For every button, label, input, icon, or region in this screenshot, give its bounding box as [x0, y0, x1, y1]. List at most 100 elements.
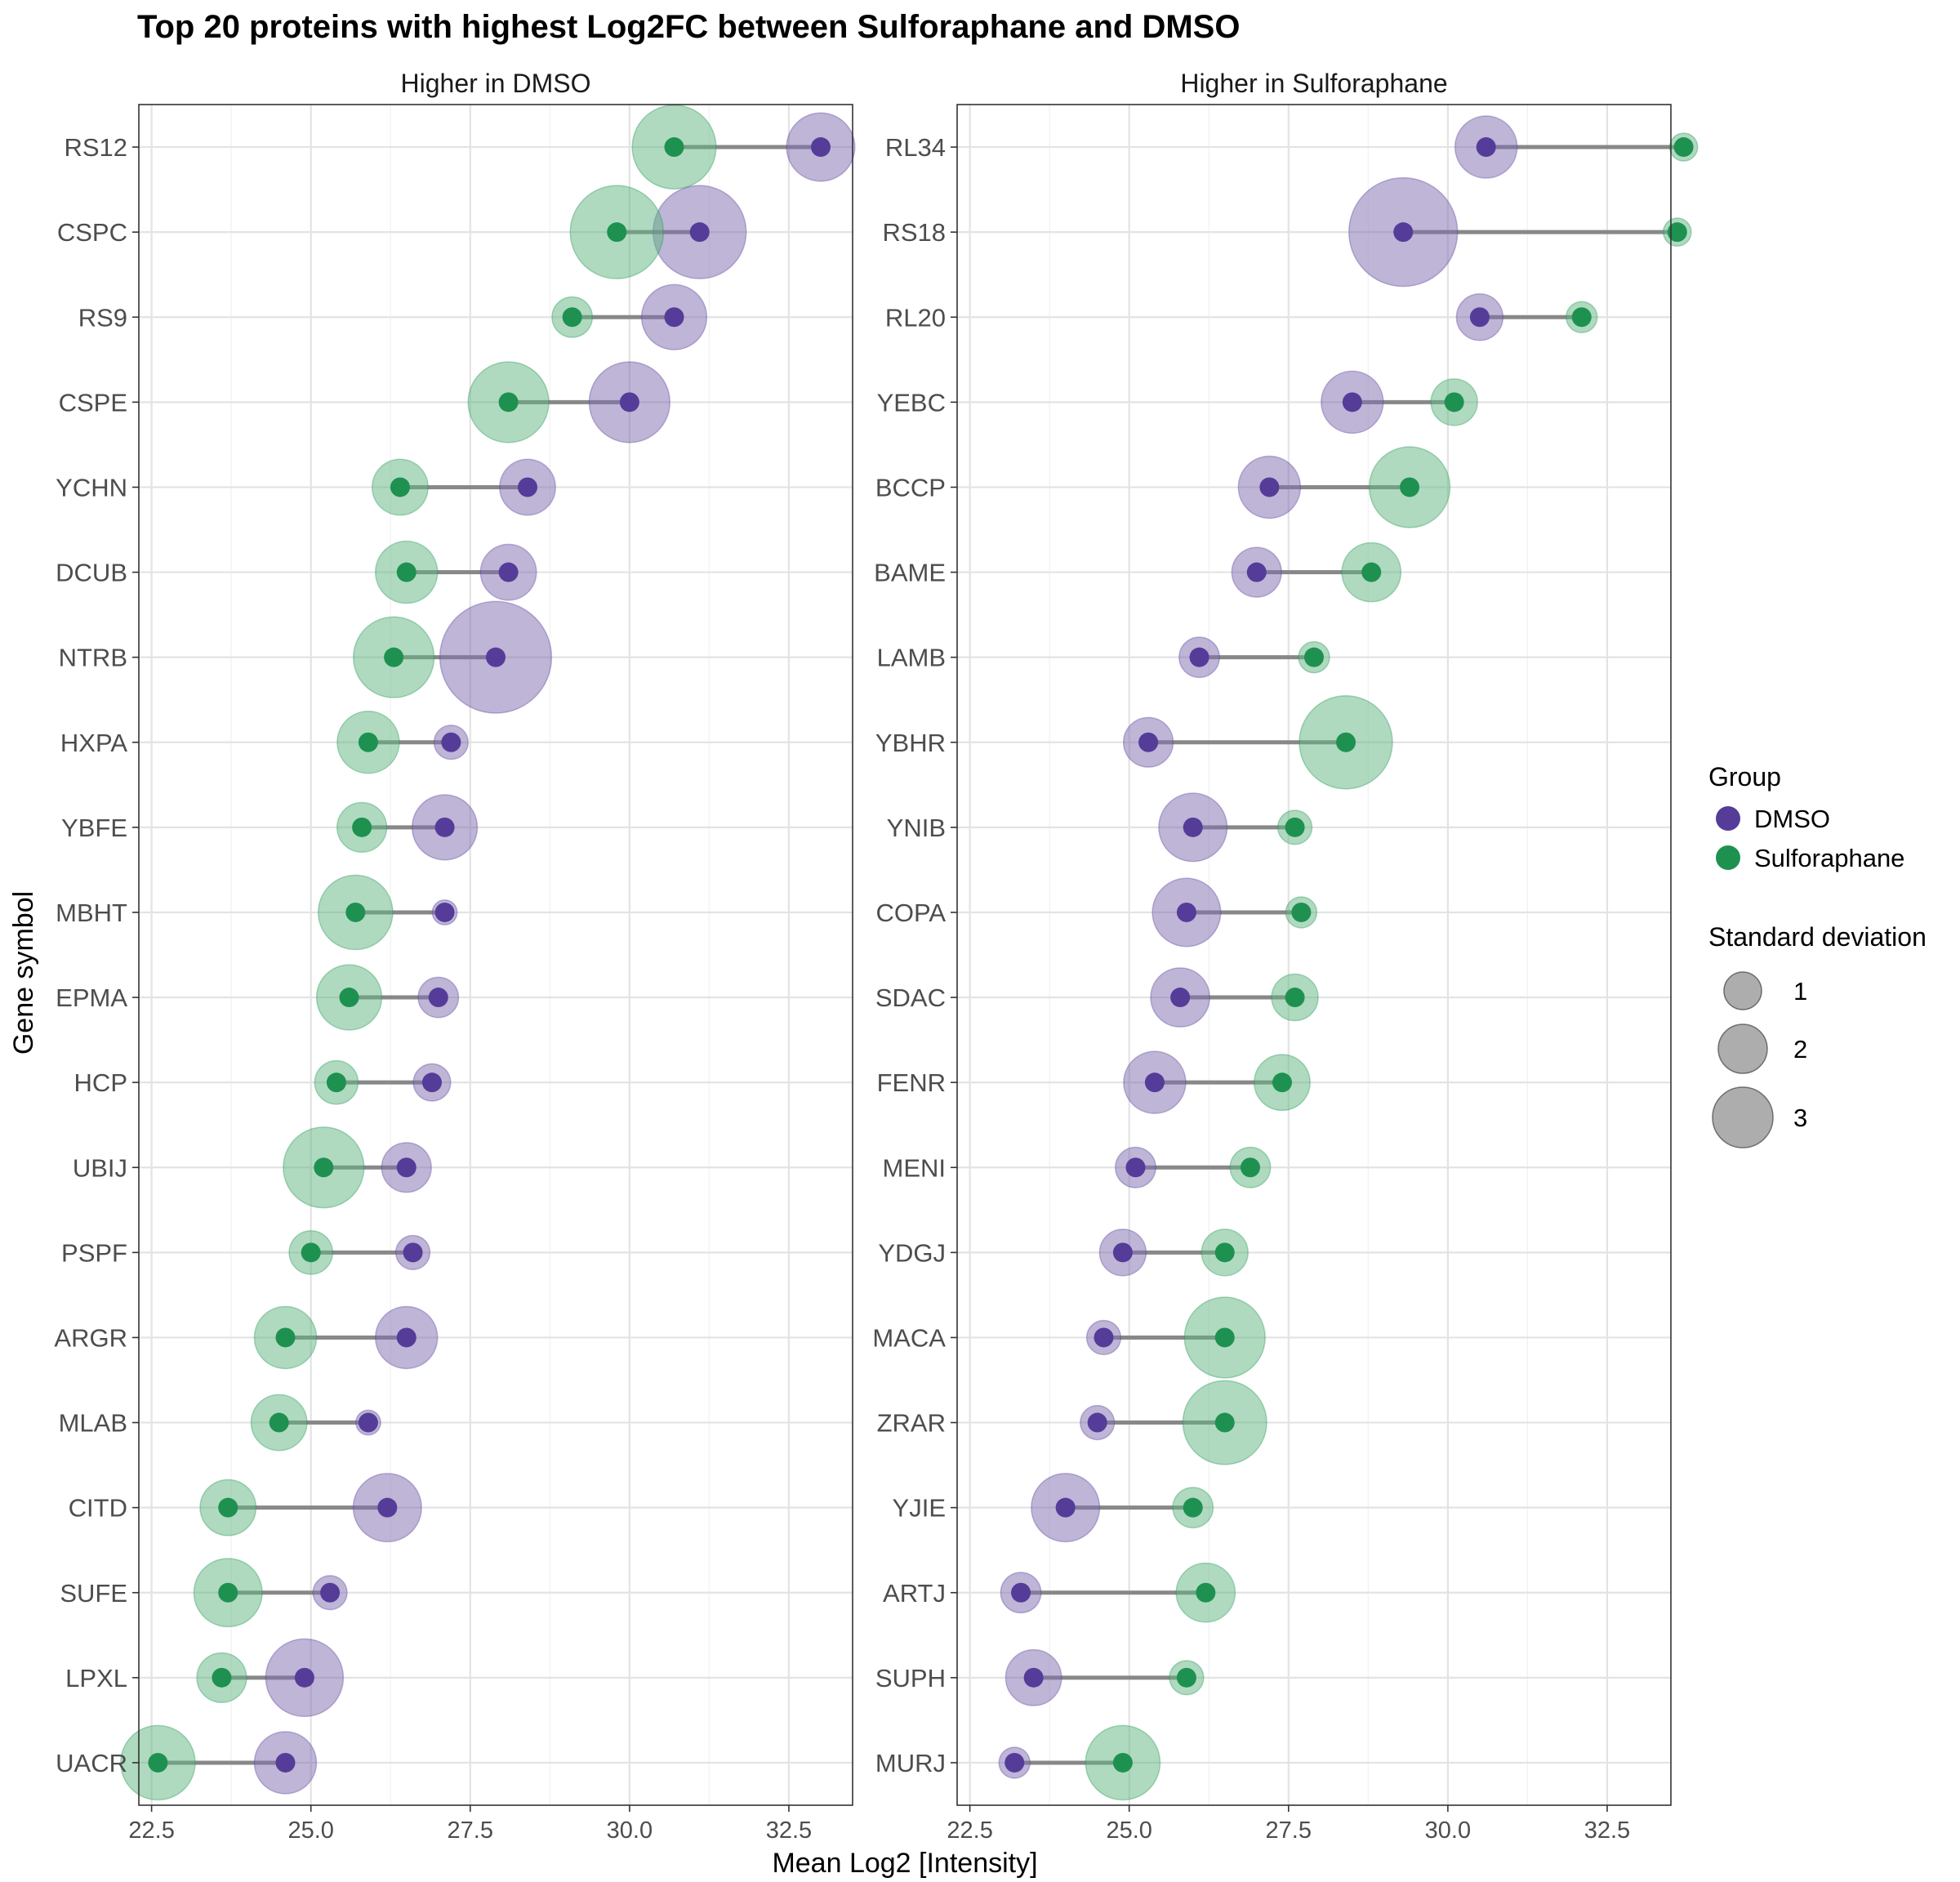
- panel-border: [956, 104, 1672, 1806]
- sulforaphane-mean-point: [1214, 1412, 1235, 1433]
- gene-row-lpxl: [196, 1638, 345, 1718]
- y-tick-label: BCCP: [875, 473, 946, 502]
- sulforaphane-mean-point: [1285, 817, 1305, 837]
- legend-key-sulforaphane: [1716, 845, 1740, 870]
- dmso-mean-point: [1011, 1582, 1031, 1603]
- y-tick-label: PSPF: [61, 1238, 127, 1267]
- y-tick-label: LAMB: [877, 644, 946, 672]
- gene-row-ubij: [283, 1126, 432, 1209]
- legend-size-label: 3: [1793, 1104, 1807, 1132]
- dmso-mean-point: [1246, 562, 1267, 582]
- gene-row-rs9: [551, 283, 708, 350]
- sulforaphane-mean-point: [212, 1667, 232, 1688]
- dmso-mean-point: [434, 817, 455, 837]
- dmso-mean-point: [421, 1073, 442, 1093]
- sulforaphane-mean-point: [301, 1242, 321, 1263]
- legend-size-label: 1: [1793, 977, 1807, 1006]
- gene-row-dcub: [375, 540, 537, 604]
- gene-row-cspe: [467, 361, 671, 444]
- y-tick-label: RL34: [885, 133, 946, 162]
- gene-row-citd: [199, 1473, 422, 1543]
- gene-row-meni: [1115, 1146, 1272, 1189]
- dmso-mean-point: [1055, 1497, 1076, 1518]
- sulforaphane-mean-point: [1272, 1073, 1292, 1093]
- sulforaphane-mean-point: [1667, 222, 1687, 243]
- y-tick-label: RS12: [64, 133, 127, 162]
- dmso-mean-point: [1176, 902, 1196, 922]
- sulforaphane-mean-point: [498, 392, 519, 413]
- y-tick-label: YDGJ: [878, 1238, 946, 1267]
- legend-size-key: [1712, 1086, 1774, 1148]
- gene-row-yjie: [1031, 1473, 1214, 1543]
- sulforaphane-mean-point: [1336, 732, 1356, 752]
- dmso-mean-point: [1094, 1327, 1114, 1348]
- dmso-mean-point: [664, 307, 684, 328]
- y-tick-label: ZRAR: [877, 1409, 946, 1438]
- sulforaphane-mean-point: [607, 222, 627, 243]
- chart-title: Top 20 proteins with highest Log2FC betw…: [137, 9, 1240, 45]
- gene-row-ybhr: [1122, 695, 1393, 790]
- sulforaphane-mean-point: [339, 988, 359, 1008]
- dmso-mean-point: [1023, 1667, 1044, 1688]
- y-tick-label: RS9: [78, 303, 127, 332]
- sulforaphane-mean-point: [314, 1157, 334, 1178]
- gene-row-lamb: [1178, 636, 1330, 679]
- x-tick-label: 32.5: [1584, 1817, 1630, 1844]
- x-tick-label: 32.5: [766, 1817, 812, 1844]
- panel-sulforaphane: Higher in Sulforaphane RL34 RS18 RL20 YEBC BC…: [872, 69, 1699, 1844]
- dmso-mean-point: [1112, 1242, 1133, 1263]
- dmso-mean-point: [396, 1327, 416, 1348]
- y-tick-label: UBIJ: [73, 1153, 127, 1182]
- y-tick-label: MURJ: [875, 1749, 946, 1777]
- sulforaphane-mean-point: [352, 817, 372, 837]
- x-tick-label: 22.5: [128, 1817, 174, 1844]
- y-tick-label: MENI: [883, 1153, 947, 1182]
- dmso-mean-point: [619, 392, 639, 413]
- dmso-mean-point: [1259, 477, 1280, 497]
- sulforaphane-mean-point: [148, 1752, 168, 1773]
- dmso-mean-point: [1144, 1073, 1165, 1093]
- x-tick-label: 27.5: [1266, 1817, 1312, 1844]
- y-tick-label: ARTJ: [883, 1579, 946, 1608]
- sulforaphane-mean-point: [1304, 647, 1324, 667]
- sulforaphane-mean-point: [345, 902, 366, 922]
- y-tick-label: SUPH: [875, 1664, 946, 1692]
- sulforaphane-mean-point: [269, 1412, 289, 1433]
- dmso-mean-point: [1393, 222, 1414, 243]
- sulforaphane-mean-point: [1291, 902, 1312, 922]
- dmso-mean-point: [441, 732, 461, 752]
- sulforaphane-mean-point: [562, 307, 582, 328]
- sulforaphane-mean-point: [1196, 1582, 1216, 1603]
- gene-row-rl34: [1454, 115, 1699, 179]
- dmso-mean-point: [1125, 1157, 1146, 1178]
- gene-row-epma: [315, 964, 460, 1031]
- y-tick-label: ARGR: [54, 1323, 127, 1352]
- gene-row-murj: [998, 1724, 1161, 1801]
- y-tick-label: SUFE: [60, 1579, 127, 1608]
- dmso-mean-point: [498, 562, 519, 582]
- dmso-mean-point: [275, 1752, 296, 1773]
- gene-row-maca: [1085, 1296, 1266, 1379]
- x-tick-label: 25.0: [287, 1817, 333, 1844]
- dmso-mean-point: [358, 1412, 378, 1433]
- dmso-mean-point: [486, 647, 506, 667]
- y-tick-label: MLAB: [59, 1409, 127, 1438]
- gene-row-sufe: [193, 1558, 348, 1628]
- y-tick-label: DCUB: [56, 559, 127, 587]
- sulforaphane-mean-point: [1112, 1752, 1133, 1773]
- y-tick-label: LPXL: [65, 1664, 127, 1692]
- dmso-mean-point: [689, 222, 710, 243]
- dmso-mean-point: [320, 1582, 341, 1603]
- legend-label-dmso: DMSO: [1754, 805, 1830, 833]
- gene-row-zrar: [1080, 1380, 1267, 1465]
- y-tick-label: YBFE: [61, 814, 127, 842]
- y-tick-label: RS18: [882, 218, 946, 247]
- gene-row-mbht: [317, 874, 458, 951]
- sulforaphane-mean-point: [1240, 1157, 1260, 1178]
- sulforaphane-mean-point: [1183, 1497, 1203, 1518]
- x-axis-title: Mean Log2 [Intensity]: [772, 1848, 1037, 1879]
- sulforaphane-mean-point: [1214, 1327, 1235, 1348]
- dmso-mean-point: [403, 1242, 423, 1263]
- sulforaphane-mean-point: [275, 1327, 296, 1348]
